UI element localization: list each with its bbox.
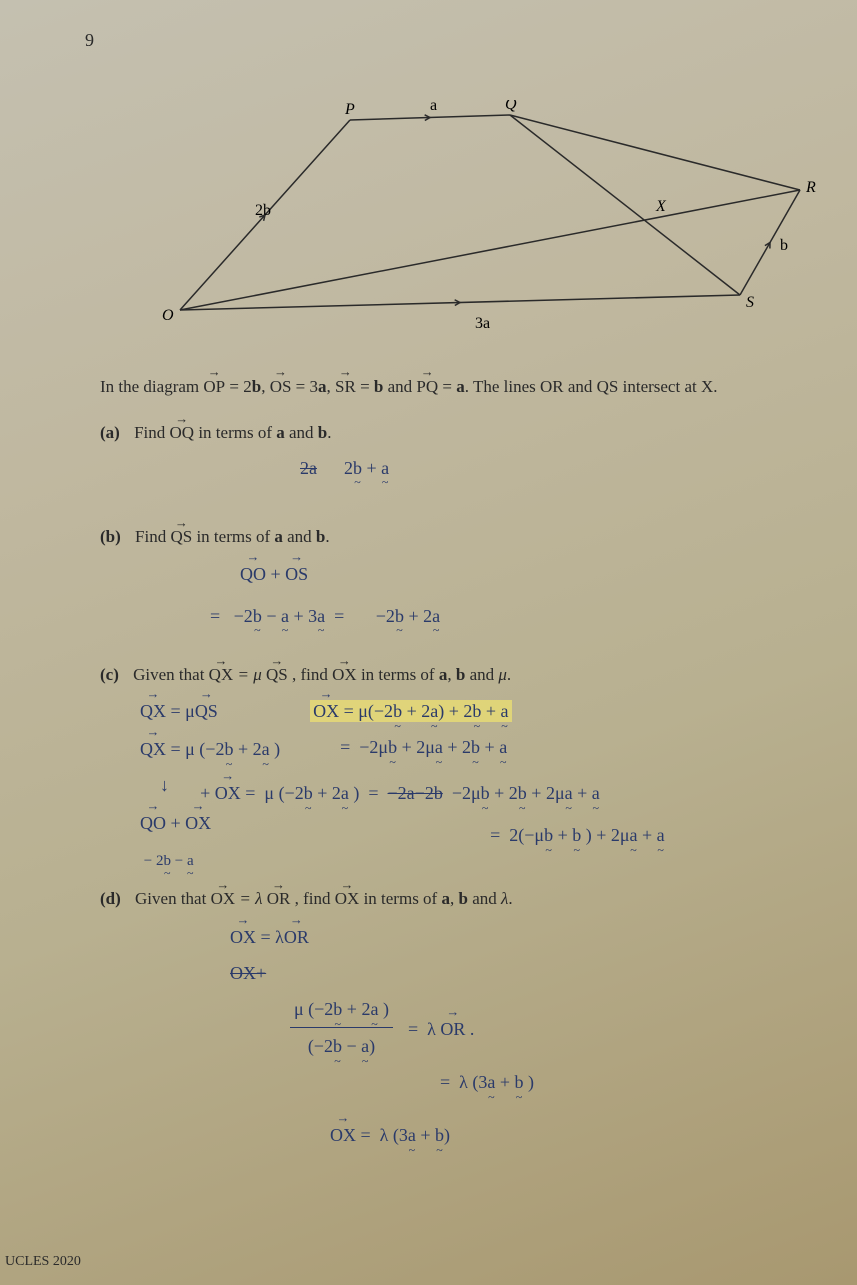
part-b-a: a bbox=[274, 527, 283, 546]
hw-c-r4: = 2(−μb + b ) + 2μa + a bbox=[490, 817, 797, 853]
hw-d-l4: OX = λ (3a + b) bbox=[330, 1115, 797, 1153]
part-d-and: and bbox=[472, 889, 501, 908]
part-d-mid: , find bbox=[295, 889, 335, 908]
stmt-eq3: = bbox=[356, 377, 374, 396]
part-b-b: b bbox=[316, 527, 325, 546]
stmt-eq4: = bbox=[438, 377, 456, 396]
hw-c-l2: QX = μ (−2b + 2a ) bbox=[140, 729, 280, 767]
stmt-c2: , bbox=[327, 377, 336, 396]
hw-a-answer: 2a 2b + a bbox=[300, 451, 797, 485]
hw-b-l2-right: −2b + 2a bbox=[376, 606, 440, 626]
part-c-eq: = μ bbox=[237, 665, 261, 684]
part-b-pre: Find bbox=[135, 527, 170, 546]
part-d-vec1: OX bbox=[211, 887, 236, 909]
hw-c-r2: = −2μb + 2μa + 2b + a bbox=[340, 729, 797, 765]
svg-text:Q: Q bbox=[505, 100, 517, 113]
stmt-a2: a bbox=[456, 377, 465, 396]
part-b-dot: . bbox=[325, 527, 329, 546]
svg-text:P: P bbox=[344, 101, 355, 118]
vec-SR: SR bbox=[335, 370, 356, 403]
hw-b-line2: = −2b − a + 3a = −2b + 2a bbox=[210, 599, 797, 633]
part-d-b: b bbox=[458, 889, 467, 908]
part-d-label: (d) bbox=[100, 889, 121, 908]
question-number: 9 bbox=[85, 30, 94, 51]
part-c-and: and bbox=[470, 665, 499, 684]
stmt-suffix: . The lines OR and QS intersect at X. bbox=[465, 377, 718, 396]
hw-c-r3: + OX = μ (−2b + 2a ) = −2a−2b −2μb + 2b … bbox=[200, 773, 797, 811]
hw-c-r1: OX = μ(−2b + 2a) + 2b + a bbox=[310, 691, 797, 729]
stmt-prefix: In the diagram bbox=[100, 377, 203, 396]
hw-d-l3: = λ (3a + b ) bbox=[440, 1064, 797, 1100]
part-b-vec: QS bbox=[170, 525, 192, 547]
part-a-vec: OQ bbox=[170, 421, 195, 443]
svg-text:O: O bbox=[162, 307, 174, 324]
part-c-b: b bbox=[456, 665, 465, 684]
stmt-eq1: = 2 bbox=[225, 377, 252, 396]
hw-d-l2: μ (−2b + 2a ) (−2b − a) = λ OR . bbox=[290, 991, 797, 1064]
part-c-mu: μ bbox=[498, 665, 507, 684]
stmt-b2: b bbox=[374, 377, 383, 396]
part-b: (b) Find QS in terms of a and b. bbox=[100, 525, 797, 547]
svg-text:S: S bbox=[746, 294, 754, 311]
part-d-pre: Given that bbox=[135, 889, 211, 908]
stmt-b1: b bbox=[252, 377, 261, 396]
vec-OS: OS bbox=[270, 370, 292, 403]
part-c-post: in terms of bbox=[361, 665, 439, 684]
hw-a-ans: 2b + a bbox=[344, 458, 389, 478]
vector-diagram: O P Q S R Xa 2b 3a b bbox=[140, 100, 820, 340]
footer-copyright: UCLES 2020 bbox=[5, 1254, 81, 1270]
hw-d-l1: OX = λOR bbox=[230, 917, 797, 955]
hw-d: OX = λOR OX+ μ (−2b + 2a ) (−2b − a) = λ… bbox=[230, 917, 797, 1153]
part-d-post: in terms of bbox=[364, 889, 442, 908]
part-c-vec2: QS bbox=[266, 663, 288, 685]
part-c-label: (c) bbox=[100, 665, 119, 684]
part-b-label: (b) bbox=[100, 527, 121, 546]
part-a-pre: Find bbox=[134, 423, 169, 442]
part-d-a: a bbox=[441, 889, 450, 908]
part-a-label: (a) bbox=[100, 423, 120, 442]
hw-b-l2-left: = −2b − a + 3a = bbox=[210, 606, 344, 626]
stmt-c1: , bbox=[261, 377, 270, 396]
hw-c-right: OX = μ(−2b + 2a) + 2b + a = −2μb + 2μa +… bbox=[310, 691, 797, 877]
part-a-post: in terms of bbox=[198, 423, 276, 442]
svg-text:R: R bbox=[805, 179, 816, 196]
part-a: (a) Find OQ in terms of a and b. bbox=[100, 421, 797, 443]
svg-text:3a: 3a bbox=[475, 315, 490, 332]
part-a-b: b bbox=[318, 423, 327, 442]
stmt-a1: a bbox=[318, 377, 327, 396]
stmt-eq2: = 3 bbox=[291, 377, 318, 396]
hw-c-l3: QO + OX − 2b − a bbox=[140, 803, 280, 877]
svg-text:X: X bbox=[655, 198, 667, 215]
part-b-and: and bbox=[287, 527, 316, 546]
vec-OP: OP bbox=[203, 370, 225, 403]
part-a-and: and bbox=[289, 423, 318, 442]
svg-text:a: a bbox=[430, 100, 437, 114]
problem-statement: In the diagram OP = 2b, OS = 3a, SR = b … bbox=[100, 370, 797, 403]
svg-text:2b: 2b bbox=[255, 202, 271, 219]
part-c-dot: . bbox=[507, 665, 511, 684]
part-d-vec3: OX bbox=[335, 887, 360, 909]
hw-d-strike: OX+ bbox=[230, 955, 797, 991]
part-c-c1: , bbox=[447, 665, 456, 684]
vec-PQ: PQ bbox=[416, 370, 438, 403]
part-d: (d) Given that OX = λ OR , find OX in te… bbox=[100, 887, 797, 909]
part-d-eq: = λ bbox=[239, 889, 262, 908]
hw-a-strike: 2a bbox=[300, 458, 317, 478]
part-a-dot: . bbox=[327, 423, 331, 442]
svg-text:b: b bbox=[780, 237, 788, 254]
part-d-dot: . bbox=[508, 889, 512, 908]
part-a-a: a bbox=[276, 423, 285, 442]
stmt-and1: and bbox=[383, 377, 416, 396]
hw-b-line1: QO + OS bbox=[240, 555, 797, 591]
part-b-post: in terms of bbox=[196, 527, 274, 546]
part-d-vec2: OR bbox=[267, 887, 291, 909]
